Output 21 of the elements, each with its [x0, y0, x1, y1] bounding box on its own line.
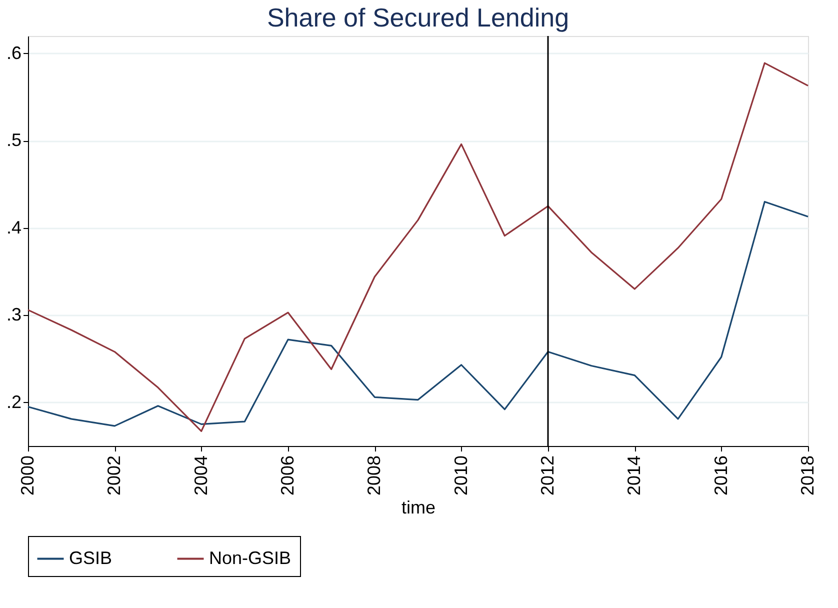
- x-tick-label: 2016: [710, 456, 731, 496]
- x-tick-label: 2006: [278, 456, 298, 496]
- y-tick-label: .2: [6, 392, 22, 412]
- x-tick-label: 2004: [190, 456, 211, 496]
- x-axis-title: time: [401, 498, 436, 518]
- x-tick-label: 2000: [18, 456, 38, 496]
- chart-title: Share of Secured Lending: [266, 2, 570, 32]
- legend-label: Non-GSIB: [209, 548, 292, 568]
- y-tick-label: .5: [6, 130, 22, 150]
- x-tick-label: 2010: [450, 456, 471, 496]
- x-tick-label: 2008: [364, 456, 384, 496]
- line-series: [27, 200, 809, 427]
- y-tick-label: .4: [6, 217, 22, 238]
- x-tick-label: 2012: [538, 456, 558, 496]
- x-tick-label: 2002: [104, 456, 124, 496]
- x-tick-label: 2014: [624, 456, 644, 496]
- x-tick-label: 2018: [798, 456, 818, 496]
- y-tick-label: .6: [6, 42, 22, 63]
- line-series: [27, 62, 809, 432]
- legend-label: GSIB: [69, 548, 112, 568]
- y-tick-label: .3: [6, 304, 22, 325]
